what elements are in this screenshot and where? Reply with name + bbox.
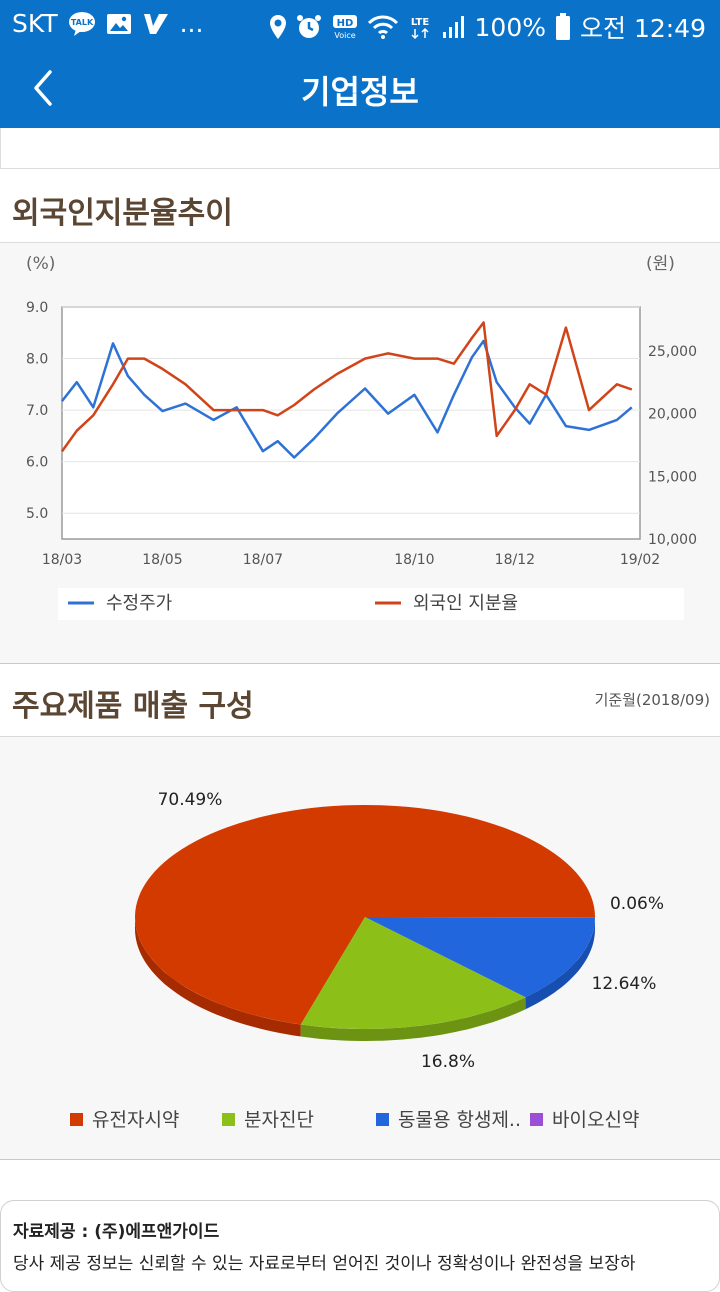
battery-percent: 100% <box>475 13 546 42</box>
y-left-tick: 8.0 <box>26 352 48 368</box>
signal-icon <box>442 15 466 39</box>
product-sales-pie-chart: 70.49% 16.8% 12.64% 0.06% 유전자시약 분자진단 동물용 항생제..… <box>0 737 720 1159</box>
status-bar: SKT TALK ... HD Voice LTE 100% 오전 12:49 <box>0 0 720 50</box>
legend-label: 외국인 지분율 <box>413 593 518 614</box>
wifi-icon <box>368 15 398 39</box>
x-tick: 19/02 <box>620 552 660 568</box>
page-title: 기업정보 <box>0 67 720 113</box>
legend-swatch <box>530 1113 543 1126</box>
x-tick: 18/05 <box>142 552 182 568</box>
left-axis-unit: (%) <box>26 254 55 274</box>
y-left-tick: 5.0 <box>26 506 48 522</box>
y-right-tick: 20,000 <box>648 407 697 423</box>
product-chart-panel: 70.49% 16.8% 12.64% 0.06% 유전자시약 분자진단 동물용 항생제..… <box>0 736 720 1160</box>
legend-swatch <box>222 1113 235 1126</box>
pie-value-label: 16.8% <box>421 1052 475 1072</box>
clock: 오전 12:49 <box>580 9 706 45</box>
hd-voice-icon: HD Voice <box>331 14 359 40</box>
section-title-foreign: 외국인지분율추이 <box>12 188 233 232</box>
y-left-tick: 9.0 <box>26 300 48 316</box>
pie-value-label: 12.64% <box>592 974 657 994</box>
y-right-tick: 15,000 <box>648 469 697 485</box>
x-tick: 18/03 <box>42 552 82 568</box>
svg-text:TALK: TALK <box>70 18 93 27</box>
legend-swatch <box>376 1113 389 1126</box>
y-left-tick: 6.0 <box>26 455 48 471</box>
pie-value-label: 0.06% <box>610 894 664 914</box>
gallery-icon <box>106 12 132 36</box>
carrier-label: SKT <box>12 9 58 38</box>
x-tick: 18/10 <box>394 552 434 568</box>
more-notifications: ... <box>180 9 204 38</box>
v3-icon <box>142 12 170 36</box>
y-right-tick: 25,000 <box>648 344 697 360</box>
right-axis-unit: (원) <box>646 254 675 274</box>
x-tick: 18/07 <box>243 552 283 568</box>
svg-text:Voice: Voice <box>334 31 355 40</box>
alarm-icon <box>296 14 322 40</box>
disclaimer: 당사 제공 정보는 신뢰할 수 있는 자료로부터 얻어진 것이나 정확성이나 완… <box>13 1249 635 1274</box>
section-title-products: 주요제품 매출 구성 <box>12 681 254 725</box>
top-card-remainder <box>0 128 720 169</box>
foreign-chart-panel: (%) (원) 9.0 8.0 7.0 6.0 5.0 25,000 20,000 15,000 1… <box>0 242 720 664</box>
y-left-tick: 7.0 <box>26 403 48 419</box>
legend-label: 유전자시약 <box>92 1109 179 1131</box>
foreign-ownership-chart: (%) (원) 9.0 8.0 7.0 6.0 5.0 25,000 20,000 15,000 1… <box>0 243 720 663</box>
app-bar: 기업정보 <box>0 50 720 128</box>
legend-label: 동물용 항생제.. <box>398 1109 521 1131</box>
location-icon <box>269 14 287 40</box>
legend-swatch <box>70 1113 83 1126</box>
data-source-card: 자료제공 : (주)에프앤가이드 당사 제공 정보는 신뢰할 수 있는 자료로부… <box>0 1200 720 1292</box>
x-tick: 18/12 <box>495 552 535 568</box>
lte-icon: LTE <box>407 14 433 40</box>
plot-area <box>62 307 640 539</box>
base-date: 기준월(2018/09) <box>595 689 710 710</box>
legend-label: 수정주가 <box>106 593 172 614</box>
svg-text:HD: HD <box>336 18 353 29</box>
legend-label: 분자진단 <box>244 1109 314 1131</box>
battery-icon <box>555 13 571 41</box>
legend-label: 바이오신약 <box>552 1109 639 1131</box>
data-source: 자료제공 : (주)에프앤가이드 <box>13 1217 219 1242</box>
pie-value-label: 70.49% <box>158 790 223 810</box>
kakaotalk-icon: TALK <box>68 11 96 37</box>
svg-text:LTE: LTE <box>410 17 429 28</box>
y-right-tick: 10,000 <box>648 532 697 548</box>
